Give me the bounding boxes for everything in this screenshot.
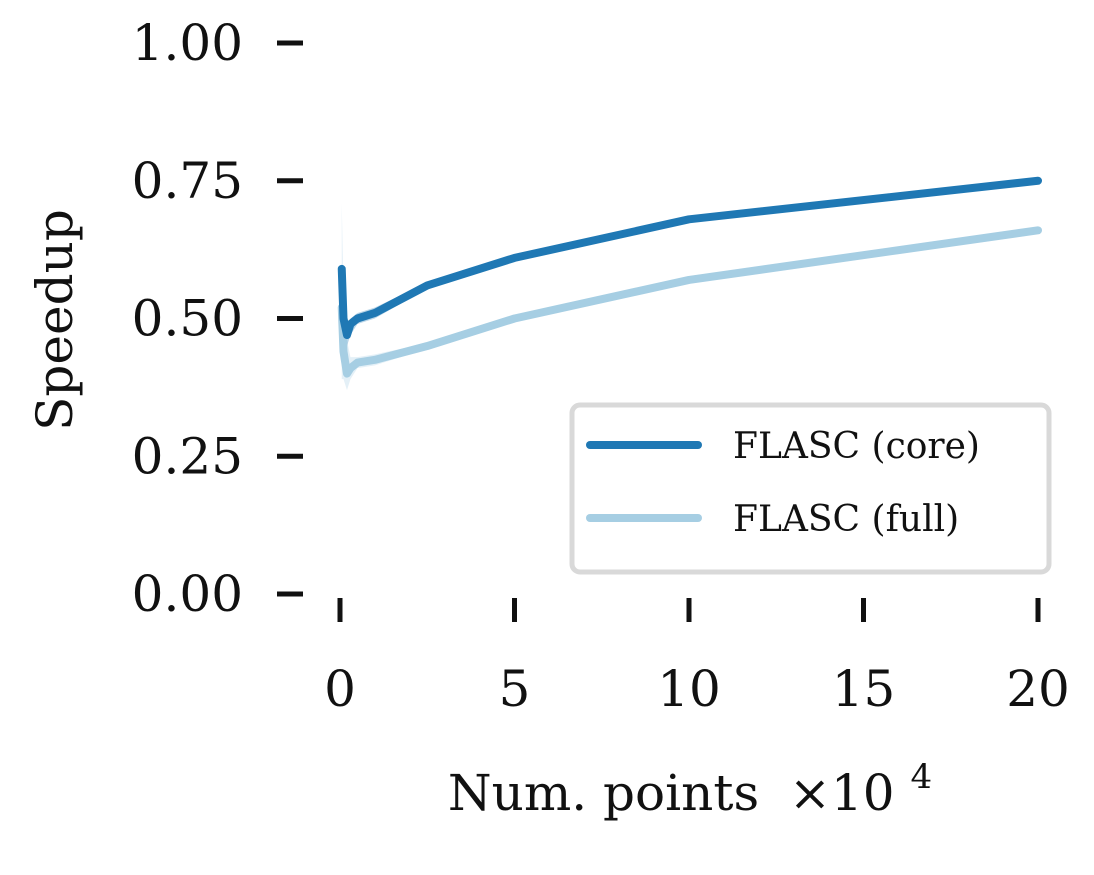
x-axis-title: Num. points ×10 4 xyxy=(448,757,932,822)
legend: FLASC (core) FLASC (full) xyxy=(569,402,1052,575)
x-axis-multiplier: ×10 xyxy=(789,764,895,822)
y-tick-label: 1.00 xyxy=(132,14,243,72)
y-tick-label: 0.50 xyxy=(132,290,243,348)
x-tick-label: 10 xyxy=(657,660,721,718)
y-axis-title: Speedup xyxy=(26,209,84,431)
y-tick-label: 0.75 xyxy=(132,152,243,210)
confidence-band-flasc-core xyxy=(341,177,1038,347)
y-tick-label: 0.25 xyxy=(132,427,243,485)
series-line-flasc-full xyxy=(337,226,1042,378)
confidence-band-flasc-full xyxy=(341,202,1038,391)
x-axis: 0 5 10 15 20 xyxy=(324,598,1070,718)
legend-label-flasc-core: FLASC (core) xyxy=(733,426,980,467)
y-axis: 0.00 0.25 0.50 0.75 1.00 xyxy=(132,14,303,623)
x-tick-label: 0 xyxy=(324,660,356,718)
series-lines xyxy=(337,176,1042,378)
x-tick-label: 15 xyxy=(832,660,896,718)
series-line-flasc-core xyxy=(337,176,1042,340)
confidence-bands xyxy=(341,177,1038,391)
x-axis-title-text: Num. points xyxy=(448,764,759,822)
x-tick-label: 5 xyxy=(499,660,531,718)
x-tick-label: 20 xyxy=(1006,660,1070,718)
x-axis-exponent: 4 xyxy=(910,757,932,797)
y-tick-label: 0.00 xyxy=(132,565,243,623)
legend-label-flasc-full: FLASC (full) xyxy=(733,499,959,540)
